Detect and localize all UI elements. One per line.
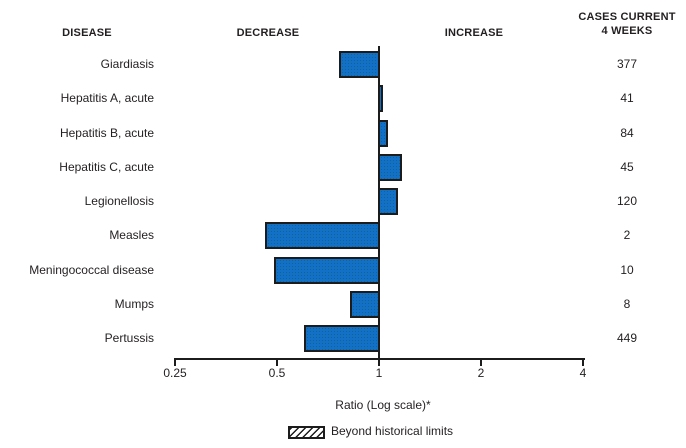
axis-tick-label: 0.5 bbox=[268, 366, 286, 380]
cases-current-header-line1: CASES CURRENT bbox=[578, 11, 676, 23]
ratio-bar bbox=[303, 325, 380, 352]
axis-tick-label: 4 bbox=[579, 366, 587, 380]
x-axis-title: Ratio (Log scale)* bbox=[335, 398, 431, 412]
disease-label: Measles bbox=[109, 228, 154, 243]
disease-label: Giardiasis bbox=[100, 57, 154, 71]
increase-header: INCREASE bbox=[444, 27, 504, 39]
cases-count: 45 bbox=[620, 159, 634, 174]
beyond-historical-limits-swatch bbox=[288, 426, 325, 439]
axis-tick bbox=[174, 357, 176, 366]
axis-tick-label: 0.25 bbox=[163, 366, 187, 380]
ratio-bar bbox=[338, 51, 380, 78]
ratio-bar bbox=[378, 188, 399, 215]
axis-tick bbox=[378, 357, 380, 366]
cases-current-header-line2: 4 WEEKS bbox=[601, 25, 653, 37]
ratio-bar bbox=[378, 153, 403, 181]
ratio-bar bbox=[378, 85, 383, 113]
cases-count: 2 bbox=[623, 228, 631, 243]
cases-count: 84 bbox=[620, 125, 634, 140]
disease-label: Pertussis bbox=[104, 331, 154, 345]
axis-tick-label: 1 bbox=[375, 366, 383, 380]
axis-tick bbox=[276, 357, 278, 366]
cases-current-header: CASES CURRENT 4 WEEKS bbox=[567, 10, 686, 38]
ratio-bar bbox=[349, 290, 380, 318]
disease-label: Mumps bbox=[114, 296, 154, 311]
cases-count: 120 bbox=[616, 194, 638, 208]
disease-label: Hepatitis C, acute bbox=[59, 159, 154, 174]
legend-label: Beyond historical limits bbox=[331, 424, 454, 438]
ratio-bar bbox=[274, 256, 380, 284]
cases-count: 10 bbox=[620, 262, 634, 277]
disease-column-header: DISEASE bbox=[62, 27, 112, 39]
cases-count: 41 bbox=[620, 91, 634, 106]
ratio-bar bbox=[378, 119, 388, 147]
disease-label: Hepatitis B, acute bbox=[59, 125, 154, 140]
disease-label: Meningococcal disease bbox=[29, 262, 154, 277]
disease-label: Hepatitis A, acute bbox=[60, 91, 154, 106]
disease-label: Legionellosis bbox=[84, 194, 154, 208]
cases-count: 377 bbox=[616, 57, 638, 71]
ratio-bar bbox=[264, 222, 380, 250]
cases-count: 8 bbox=[623, 296, 631, 311]
decrease-header: DECREASE bbox=[236, 27, 300, 39]
cases-count: 449 bbox=[616, 331, 638, 345]
axis-tick-label: 2 bbox=[477, 366, 485, 380]
axis-tick bbox=[480, 357, 482, 366]
axis-tick bbox=[582, 357, 584, 366]
